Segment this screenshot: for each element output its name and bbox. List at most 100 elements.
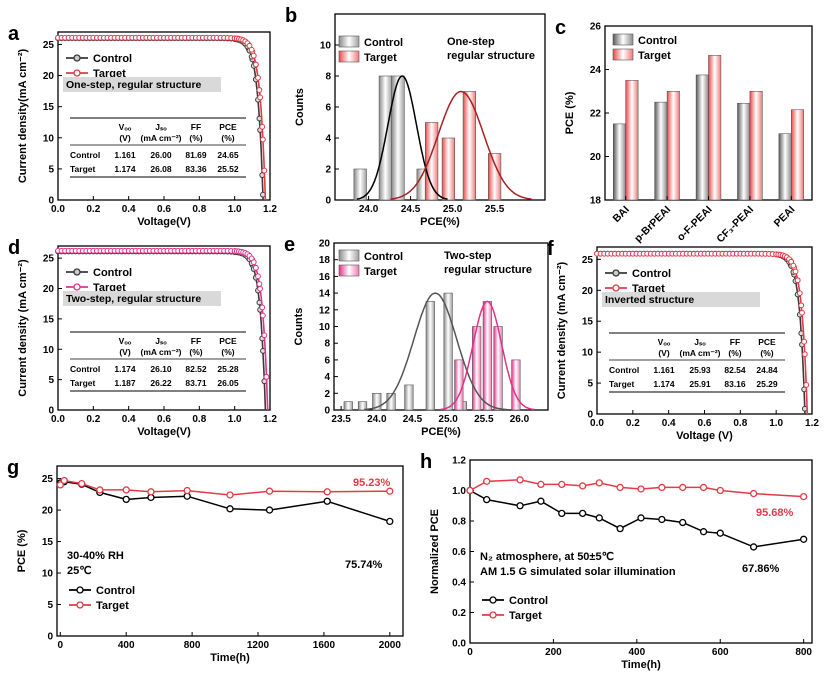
hist-bar-control [391, 75, 405, 201]
panel-letter: e [284, 234, 295, 256]
series-point [578, 482, 587, 490]
x-tick-label: 24.0 [359, 204, 379, 215]
series-point [616, 524, 624, 533]
category-label: CF₃-PEAI [714, 204, 756, 246]
series-point [800, 535, 808, 543]
x-tick-label: 24.0 [367, 414, 387, 425]
y-tick-label: 8 [324, 339, 330, 350]
x-tick-label: 0.4 [122, 414, 136, 425]
y-tick-label: 25 [43, 254, 55, 265]
y-axis-label: Current density (mA cm⁻²) [17, 259, 29, 397]
bar-target [625, 80, 639, 201]
series-point [716, 529, 724, 537]
y-tick-label: 0 [48, 406, 54, 417]
x-tick-label: 0.0 [590, 418, 604, 429]
y-tick-label: 24 [590, 65, 602, 76]
x-tick-label: 0.8 [733, 418, 747, 429]
table-header: FF [191, 122, 201, 132]
series-point [60, 476, 68, 485]
series-point [122, 495, 130, 504]
y-axis-label: Current density(mA cm⁻²) [17, 48, 29, 183]
hist-bar-control [443, 292, 453, 411]
table-cell: 81.69 [185, 150, 207, 160]
jv-point [260, 136, 266, 143]
gaussian-fit-control [356, 75, 448, 200]
series-point [147, 488, 155, 496]
table-row-label: Target [70, 378, 96, 388]
x-tick-label: 400 [628, 647, 645, 658]
y-tick-label: 20 [43, 71, 55, 82]
x-tick-label: 1.0 [228, 204, 242, 215]
series-point [323, 488, 331, 496]
x-axis-label: Time(h) [621, 659, 661, 671]
category-label: p-BrPEAI [632, 204, 673, 245]
series-point [699, 483, 708, 492]
y-tick-label: 0.2 [452, 608, 466, 619]
table-row-label: Control [70, 150, 100, 160]
panel-c: 18 20 22 24 26 PCE (%) c BAI p-BrPEAI o-F-PEAI CF₃… [555, 17, 813, 246]
bar-control [695, 74, 709, 201]
x-tick-label: 26.0 [510, 414, 530, 425]
y-tick-label: 15 [582, 317, 594, 328]
x-tick-label: 25.0 [438, 414, 458, 425]
y-tick-label: 20 [590, 152, 602, 163]
jv-point [794, 277, 801, 284]
y-tick-label: 12 [319, 305, 331, 316]
table-header-unit: (%) [221, 347, 234, 357]
table-header: Vₒₒ [119, 122, 132, 132]
x-axis-label: Voltage (V) [676, 430, 733, 442]
jv-point [256, 281, 263, 287]
x-tick-label: 800 [184, 640, 201, 651]
panel-letter: c [555, 17, 566, 39]
series-point [749, 489, 758, 498]
table-header: Jₛₒ [155, 122, 167, 132]
legend-swatch [338, 35, 360, 48]
table-header: Vₒₒ [119, 336, 132, 346]
x-tick-label: 1.2 [263, 414, 277, 425]
annotation-text: regular structure [444, 264, 532, 276]
table-cell: 83.16 [724, 379, 746, 389]
x-tick-label: 0 [58, 640, 64, 651]
x-tick-label: 0.6 [157, 414, 171, 425]
panel-d: 0.0 0.2 0.4 0.6 0.8 1.0 1.2 0 5 10 15 20 25 Voltage(V… [8, 237, 277, 438]
panel-letter: b [285, 5, 297, 27]
x-tick-label: 0.2 [86, 414, 100, 425]
table-header-unit: (V) [119, 133, 131, 143]
x-tick-label: 1.2 [805, 418, 819, 429]
y-tick-label: 15 [43, 102, 55, 113]
legend-label: Target [638, 50, 671, 62]
y-tick-label: 20 [319, 239, 331, 250]
hist-bar-control [343, 401, 353, 411]
legend-label: Target [509, 610, 542, 622]
bar-target [749, 91, 763, 201]
y-tick-label: 22 [590, 109, 602, 120]
series-point [558, 509, 566, 518]
x-tick-label: 0.8 [192, 414, 206, 425]
jv-point [261, 167, 268, 174]
legend-marker [73, 268, 81, 276]
panel-letter: g [7, 457, 19, 479]
x-axis-label: Voltage(V) [137, 216, 191, 228]
table-header: Jₛₒ [694, 337, 706, 347]
series-point [558, 480, 566, 489]
bar-control [737, 102, 751, 201]
bar-target [708, 55, 722, 201]
table-header-unit: (%) [760, 348, 773, 358]
series-point [483, 477, 491, 486]
y-tick-label: 0.0 [452, 639, 466, 650]
y-tick-label: 1.2 [452, 456, 466, 467]
legend-label: Control [93, 53, 132, 65]
panel-f: 0.0 0.2 0.4 0.6 0.8 1.0 1.2 0 5 10 15 20 25 Voltage (… [547, 238, 819, 442]
y-tick-label: 10 [43, 345, 55, 356]
y-tick-label: 5 [48, 164, 54, 175]
annotation-text: One-step [447, 36, 495, 48]
legend-marker [489, 611, 497, 619]
hist-bar-control [372, 392, 382, 411]
series-point [516, 502, 524, 510]
y-tick-label: 6 [325, 103, 331, 114]
x-tick-label: 0.0 [51, 204, 65, 215]
jv-point [803, 382, 810, 388]
series-point [96, 486, 104, 494]
table-cell: 25.52 [217, 164, 239, 174]
jv-curve-control [597, 252, 806, 415]
